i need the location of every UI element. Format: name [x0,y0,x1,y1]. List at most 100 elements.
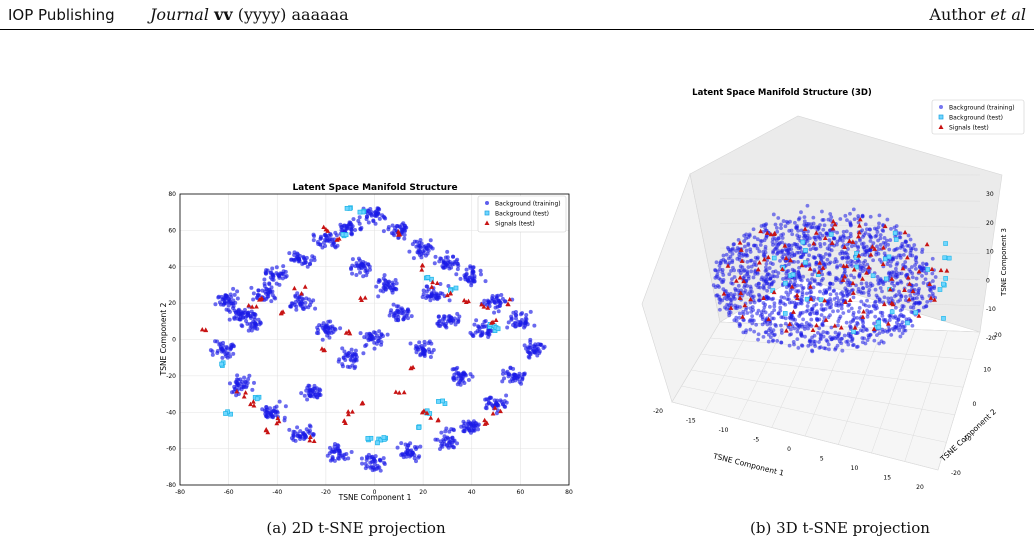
journal-name: Journal [150,5,209,24]
training-point [382,273,387,278]
signal-point-3d [929,266,935,272]
training-point [522,343,527,348]
training-point [467,275,472,280]
training-point-3d [742,318,746,323]
training-point [345,364,350,369]
training-point-3d [825,246,830,251]
training-point-3d [849,258,853,263]
signal-point [243,390,248,395]
training-point [517,371,522,376]
grid-line [719,198,981,202]
training-point [307,261,312,266]
training-point [436,314,441,319]
signal-point-3d [944,268,950,273]
training-point [375,465,380,470]
training-point-3d [889,333,894,337]
training-point-3d [848,324,852,328]
training-point-3d [902,324,907,329]
signal-point-3d [864,270,869,275]
training-point [304,255,309,260]
legend-2d-training-marker [485,201,489,205]
training-point-3d [737,324,742,329]
training-point-3d [838,217,843,221]
training-point-3d [771,242,775,247]
training-point-3d [763,269,768,273]
signal-point [346,411,351,417]
training-point-3d [882,236,887,240]
training-point-3d [813,247,818,252]
training-point-3d [890,270,894,275]
signal-point [490,411,496,416]
signal-point-3d [850,239,856,244]
training-point [268,290,273,295]
signal-point-3d [924,241,930,247]
training-point [377,216,382,221]
training-point-3d [876,238,880,243]
bg-test-point-3d [783,280,788,286]
training-point [410,452,415,457]
training-point-3d [821,262,826,267]
training-point [445,255,450,260]
training-point [300,296,305,301]
training-point-3d [873,234,878,239]
training-point-3d [903,249,908,253]
training-point-3d [818,231,822,236]
bg-test-point-3d [828,232,834,237]
training-point [352,366,357,371]
training-point-3d [751,227,756,232]
training-point [356,256,361,261]
training-point-3d [753,268,758,273]
training-point [399,230,404,235]
training-point-3d [900,331,905,336]
training-point-3d [792,259,797,264]
signal-point [274,420,280,426]
training-point-3d [756,337,760,342]
training-point-3d [807,243,812,248]
training-point [239,311,244,316]
training-point-3d [916,301,921,306]
training-point [270,266,275,271]
training-point [366,220,371,225]
training-point-3d [844,250,849,255]
training-point-3d [868,227,872,232]
training-point [458,377,463,382]
training-point-3d [844,339,849,344]
training-point-3d [841,229,846,234]
training-point [437,319,442,324]
training-point [388,285,393,290]
training-point [354,272,359,277]
training-point [495,398,500,403]
training-point-3d [908,253,913,258]
training-point [519,381,524,386]
training-point [368,337,373,342]
signal-point-3d [742,302,748,308]
training-point-3d [754,283,759,288]
bg-test-point [343,232,349,238]
tsne-2d-chart: Latent Space Manifold Structure -80 -60 -4… [159,183,573,501]
training-point-3d [894,273,899,277]
training-point [361,351,366,356]
training-point-3d [865,284,869,289]
signal-point [410,364,416,370]
training-point-3d [855,320,859,325]
training-point [347,350,352,355]
training-point-3d [765,288,770,293]
training-point [499,292,504,297]
training-point-3d [863,341,868,346]
training-point [253,312,258,317]
training-point [449,265,454,270]
grid-line [671,321,721,403]
training-point [221,344,226,349]
training-point-3d [725,302,730,307]
training-point-3d [886,242,891,247]
training-point-3d [743,307,748,312]
signal-point-3d [850,280,856,286]
training-point [271,277,276,282]
training-point-3d [835,343,840,348]
training-point [454,259,459,264]
training-point [501,368,506,373]
chart-3d-points [711,203,952,354]
training-point [354,261,359,266]
training-point-3d [819,303,824,307]
training-point-3d [717,294,721,299]
